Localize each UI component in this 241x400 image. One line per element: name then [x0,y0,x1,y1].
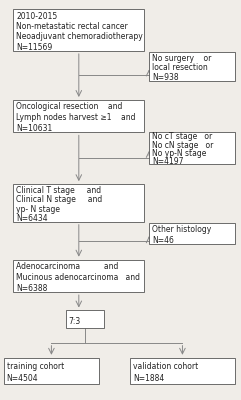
Text: Other histology: Other histology [152,225,211,234]
Text: training cohort: training cohort [7,362,64,370]
Text: N=1884: N=1884 [133,374,164,384]
Text: Non-metastatic rectal cancer: Non-metastatic rectal cancer [16,22,128,31]
FancyBboxPatch shape [149,132,235,164]
Text: N=4197: N=4197 [152,157,183,166]
Text: Neoadjuvant chemoradiotherapy: Neoadjuvant chemoradiotherapy [16,32,143,42]
FancyBboxPatch shape [13,100,144,132]
Text: N=10631: N=10631 [16,124,52,133]
Text: N=6434: N=6434 [16,214,48,223]
FancyBboxPatch shape [149,223,235,244]
Text: 7:3: 7:3 [69,317,81,326]
FancyBboxPatch shape [4,358,99,384]
Text: Oncological resection    and: Oncological resection and [16,102,122,112]
FancyBboxPatch shape [13,184,144,222]
Text: No yp-N stage: No yp-N stage [152,149,206,158]
Text: Adenocarcinoma          and: Adenocarcinoma and [16,262,119,271]
Text: N=6388: N=6388 [16,284,47,293]
Text: N=4504: N=4504 [7,374,38,384]
FancyBboxPatch shape [149,52,235,81]
Text: Mucinous adenocarcinoma   and: Mucinous adenocarcinoma and [16,273,140,282]
FancyBboxPatch shape [13,260,144,292]
Text: No surgery    or: No surgery or [152,54,211,63]
Text: local resection: local resection [152,64,208,72]
FancyBboxPatch shape [130,358,235,384]
Text: No cT stage   or: No cT stage or [152,132,212,142]
Text: validation cohort: validation cohort [133,362,198,370]
Text: yp- N stage: yp- N stage [16,205,60,214]
FancyBboxPatch shape [13,9,144,51]
Text: Clinical T stage     and: Clinical T stage and [16,186,101,195]
Text: N=938: N=938 [152,73,179,82]
Text: N=11569: N=11569 [16,43,52,52]
Text: 2010-2015: 2010-2015 [16,12,57,21]
Text: No cN stage   or: No cN stage or [152,141,213,150]
Text: Clinical N stage     and: Clinical N stage and [16,195,102,204]
Text: Lymph nodes harvest ≥1    and: Lymph nodes harvest ≥1 and [16,113,136,122]
FancyBboxPatch shape [66,310,104,328]
Text: N=46: N=46 [152,236,174,244]
